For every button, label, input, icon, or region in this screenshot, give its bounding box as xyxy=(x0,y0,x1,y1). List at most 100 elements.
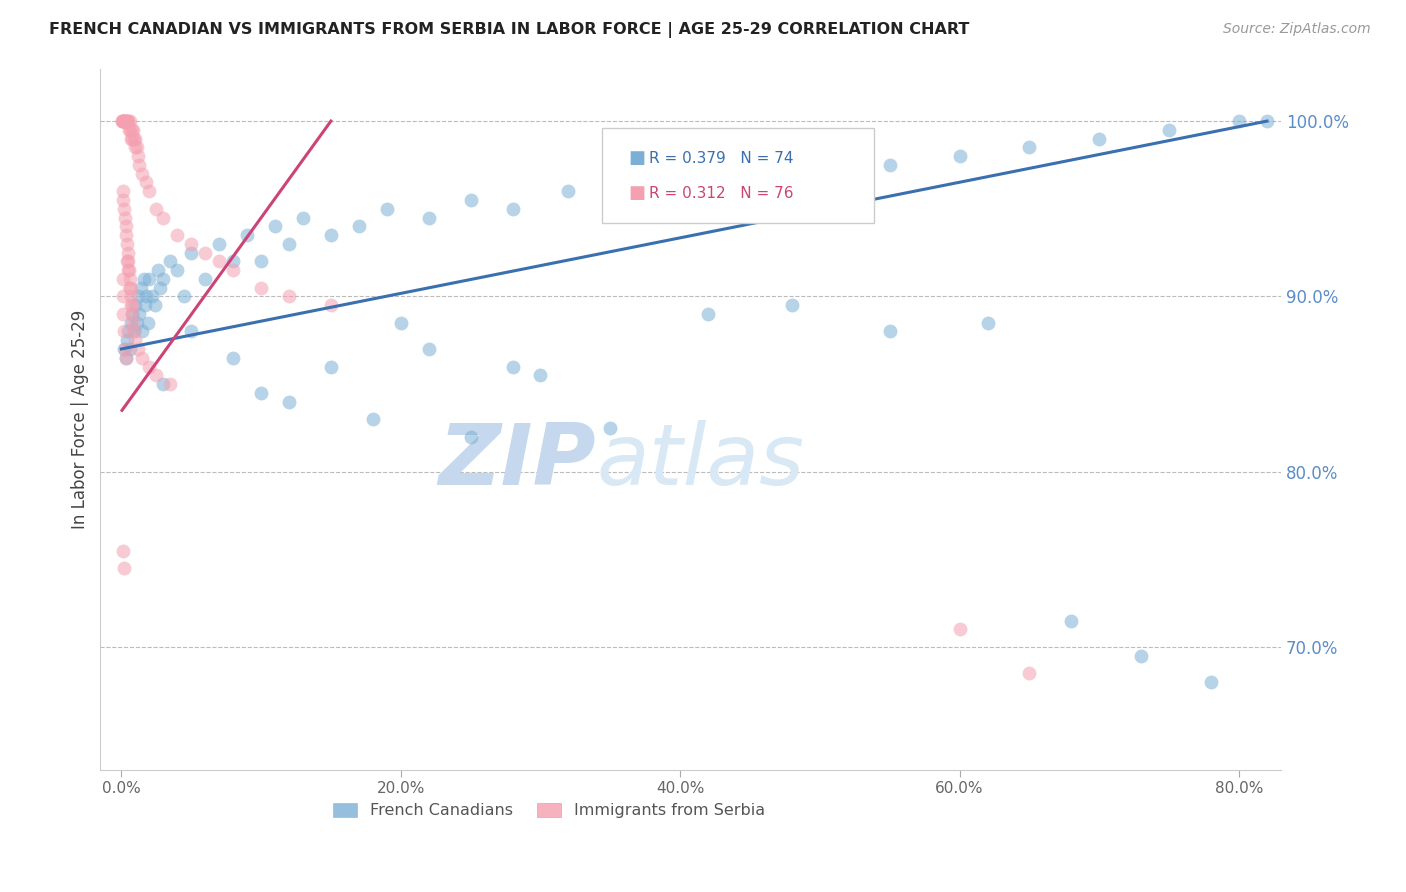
Point xyxy=(112,193,135,207)
Point xyxy=(879,325,901,339)
Point xyxy=(738,184,761,198)
Point xyxy=(222,351,245,365)
Point xyxy=(780,298,803,312)
Point xyxy=(949,623,972,637)
Point xyxy=(131,325,153,339)
Point xyxy=(389,316,412,330)
Point xyxy=(1130,648,1153,663)
Point xyxy=(112,114,135,128)
Point xyxy=(222,254,245,268)
Point xyxy=(250,385,273,400)
Point xyxy=(128,158,150,172)
Point xyxy=(115,114,138,128)
Point xyxy=(135,289,157,303)
Point xyxy=(194,272,217,286)
Point xyxy=(118,280,141,294)
Point xyxy=(131,351,153,365)
Point xyxy=(122,325,145,339)
Point xyxy=(152,272,174,286)
Point xyxy=(319,298,342,312)
Point xyxy=(1227,114,1250,128)
Point xyxy=(599,421,621,435)
Point xyxy=(278,236,301,251)
Point xyxy=(502,359,524,374)
Point xyxy=(125,316,148,330)
Text: R = 0.379   N = 74: R = 0.379 N = 74 xyxy=(650,151,794,166)
Point xyxy=(122,325,145,339)
Point xyxy=(128,307,150,321)
Point xyxy=(114,211,136,225)
Point xyxy=(208,236,231,251)
Point xyxy=(112,272,135,286)
Point xyxy=(120,289,142,303)
Point xyxy=(152,211,174,225)
Point xyxy=(159,377,181,392)
Point xyxy=(122,316,145,330)
Point xyxy=(697,307,720,321)
Point xyxy=(347,219,370,234)
Point xyxy=(1018,666,1040,681)
Point xyxy=(291,211,314,225)
Point xyxy=(1159,123,1181,137)
Point xyxy=(669,176,692,190)
Point xyxy=(117,114,139,128)
Point xyxy=(117,254,139,268)
Point xyxy=(114,114,136,128)
Point xyxy=(1018,140,1040,154)
Point xyxy=(949,149,972,163)
Point xyxy=(361,412,384,426)
Point xyxy=(120,298,142,312)
Point xyxy=(129,280,152,294)
Point xyxy=(118,272,141,286)
Point xyxy=(136,316,159,330)
Point xyxy=(122,123,145,137)
Point xyxy=(115,236,138,251)
Point xyxy=(180,236,202,251)
Point xyxy=(124,131,146,145)
Point xyxy=(111,114,134,128)
Point xyxy=(319,227,342,242)
Point xyxy=(149,280,172,294)
Point xyxy=(502,202,524,216)
Point xyxy=(117,263,139,277)
Point xyxy=(1256,114,1278,128)
Y-axis label: In Labor Force | Age 25-29: In Labor Force | Age 25-29 xyxy=(72,310,89,529)
Point xyxy=(159,254,181,268)
Point xyxy=(418,211,440,225)
Point xyxy=(112,342,135,356)
Point xyxy=(278,289,301,303)
Point xyxy=(141,289,163,303)
Point xyxy=(111,289,134,303)
Point xyxy=(145,202,167,216)
Point xyxy=(117,245,139,260)
Point xyxy=(114,351,136,365)
Point xyxy=(146,263,169,277)
Point xyxy=(121,123,143,137)
Text: R = 0.312   N = 76: R = 0.312 N = 76 xyxy=(650,186,794,201)
Point xyxy=(127,289,149,303)
Point xyxy=(118,114,141,128)
Point xyxy=(138,359,160,374)
Point xyxy=(264,219,287,234)
Point xyxy=(111,114,134,128)
Point xyxy=(127,342,149,356)
Point xyxy=(250,254,273,268)
Point xyxy=(166,263,188,277)
Point xyxy=(976,316,998,330)
Point xyxy=(135,176,157,190)
Point xyxy=(118,123,141,137)
Point xyxy=(132,272,155,286)
Point xyxy=(613,193,636,207)
Point xyxy=(124,140,146,154)
Point xyxy=(120,316,142,330)
Point xyxy=(208,254,231,268)
Point xyxy=(143,298,166,312)
Point xyxy=(114,351,136,365)
Point xyxy=(319,359,342,374)
Point xyxy=(557,184,579,198)
Point xyxy=(460,429,482,443)
Point xyxy=(118,342,141,356)
Point xyxy=(1199,675,1222,690)
Point xyxy=(114,342,136,356)
Point xyxy=(112,561,135,575)
